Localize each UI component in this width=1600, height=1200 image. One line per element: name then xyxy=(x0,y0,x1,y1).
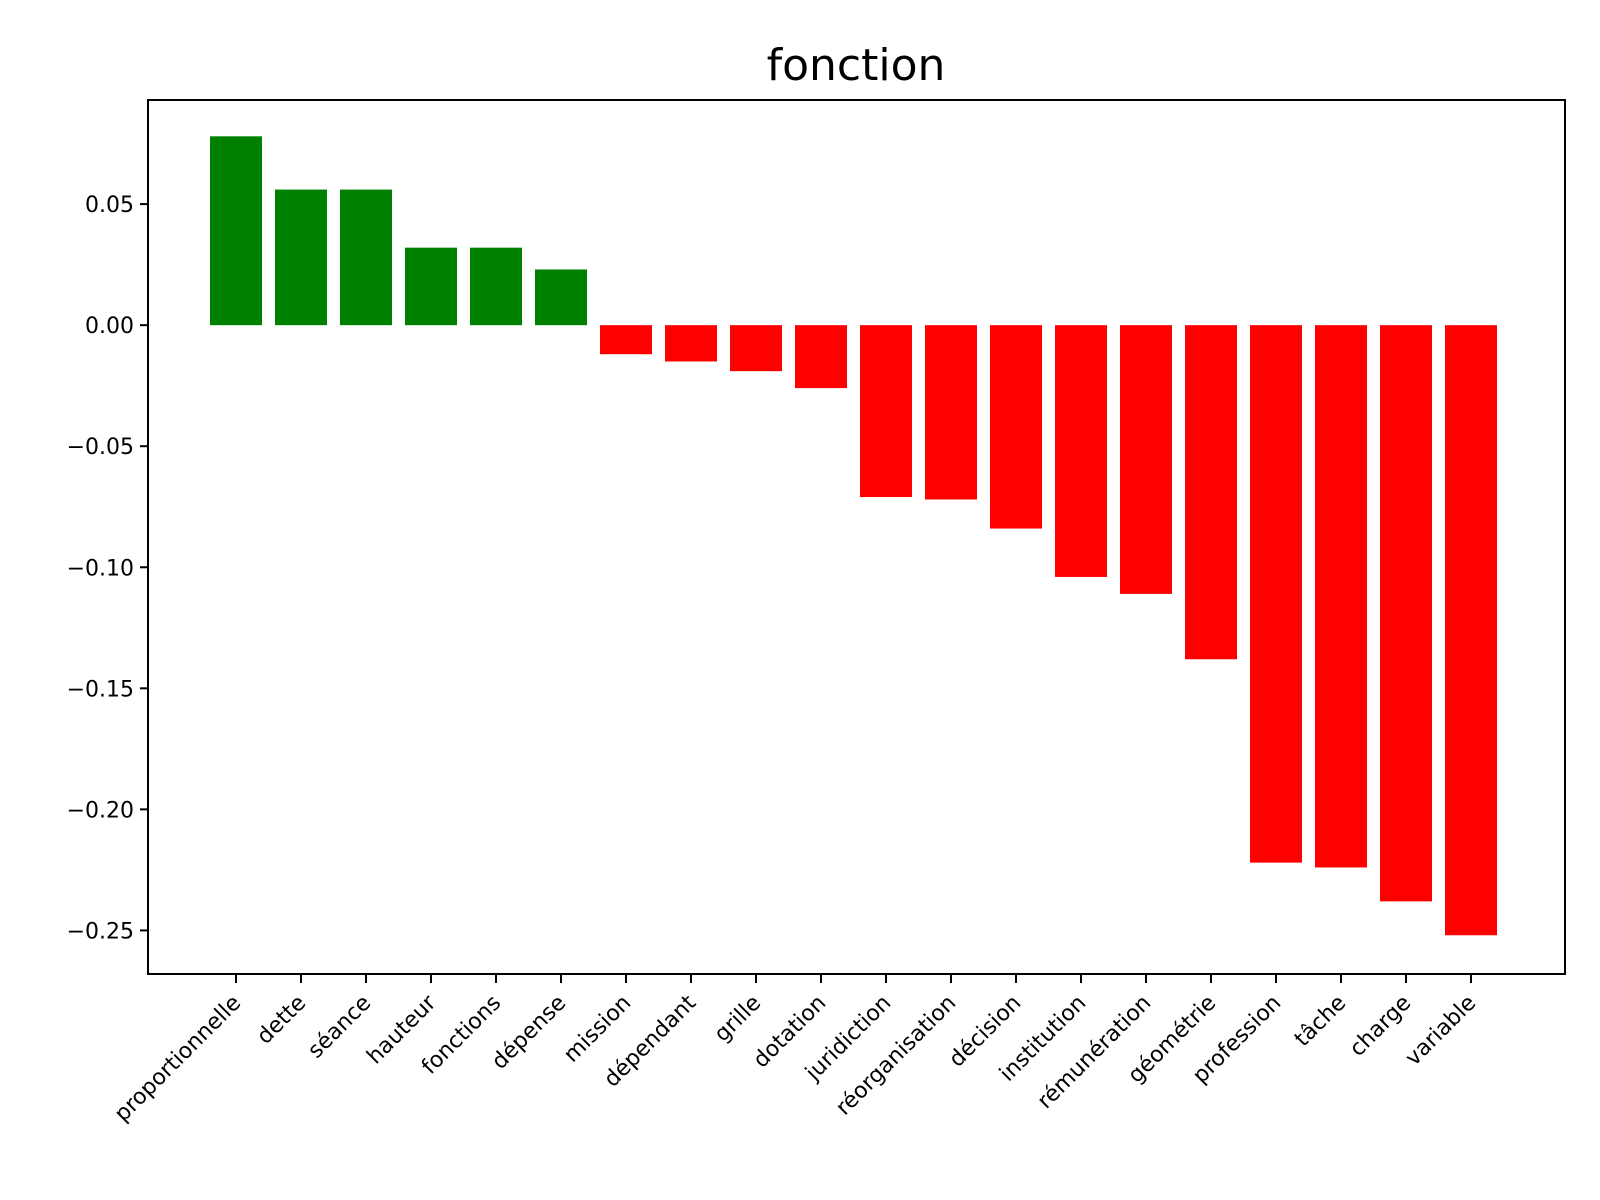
y-axis: 0.05 0.00 −0.05 −0.10 −0.15 −0.20 −0.25 xyxy=(67,193,148,944)
x-axis: proportionnelle detteséancehauteurfonctio… xyxy=(110,974,1481,1127)
bar xyxy=(1445,325,1497,936)
bar xyxy=(535,269,587,326)
bar xyxy=(730,325,782,372)
bars-group xyxy=(210,136,1497,936)
bar xyxy=(340,189,392,326)
x-tick-label: rémunération xyxy=(1033,991,1156,1114)
bar xyxy=(860,325,912,498)
bar xyxy=(600,325,652,355)
x-tick-label: dette xyxy=(252,991,311,1050)
bar xyxy=(405,247,457,326)
x-tick-label: réorganisation xyxy=(831,991,961,1121)
x-tick-label: variable xyxy=(1401,991,1481,1071)
bar xyxy=(1250,325,1302,863)
bar xyxy=(1380,325,1432,902)
bar xyxy=(1315,325,1367,868)
bar xyxy=(925,325,977,500)
y-tick-label: 0.05 xyxy=(85,193,134,218)
bar xyxy=(1120,325,1172,594)
y-tick-label: −0.15 xyxy=(67,677,134,702)
y-tick-label: −0.25 xyxy=(67,919,134,944)
y-tick-label: −0.20 xyxy=(67,798,134,823)
y-tick-label: −0.05 xyxy=(67,435,134,460)
bar xyxy=(990,325,1042,529)
plot-frame xyxy=(147,99,1566,975)
bar xyxy=(1185,325,1237,660)
y-tick-label: −0.10 xyxy=(67,556,134,581)
bar xyxy=(795,325,847,389)
chart-title: fonction xyxy=(767,40,946,91)
bar xyxy=(1055,325,1107,577)
bar xyxy=(470,247,522,326)
x-tick-label: tâche xyxy=(1290,991,1351,1052)
x-tick-label: grille xyxy=(710,991,766,1047)
bar xyxy=(210,136,262,326)
bar xyxy=(275,189,327,326)
bar xyxy=(665,325,717,362)
x-tick-label: proportionnelle xyxy=(110,991,246,1127)
y-tick-label: 0.00 xyxy=(85,314,134,339)
